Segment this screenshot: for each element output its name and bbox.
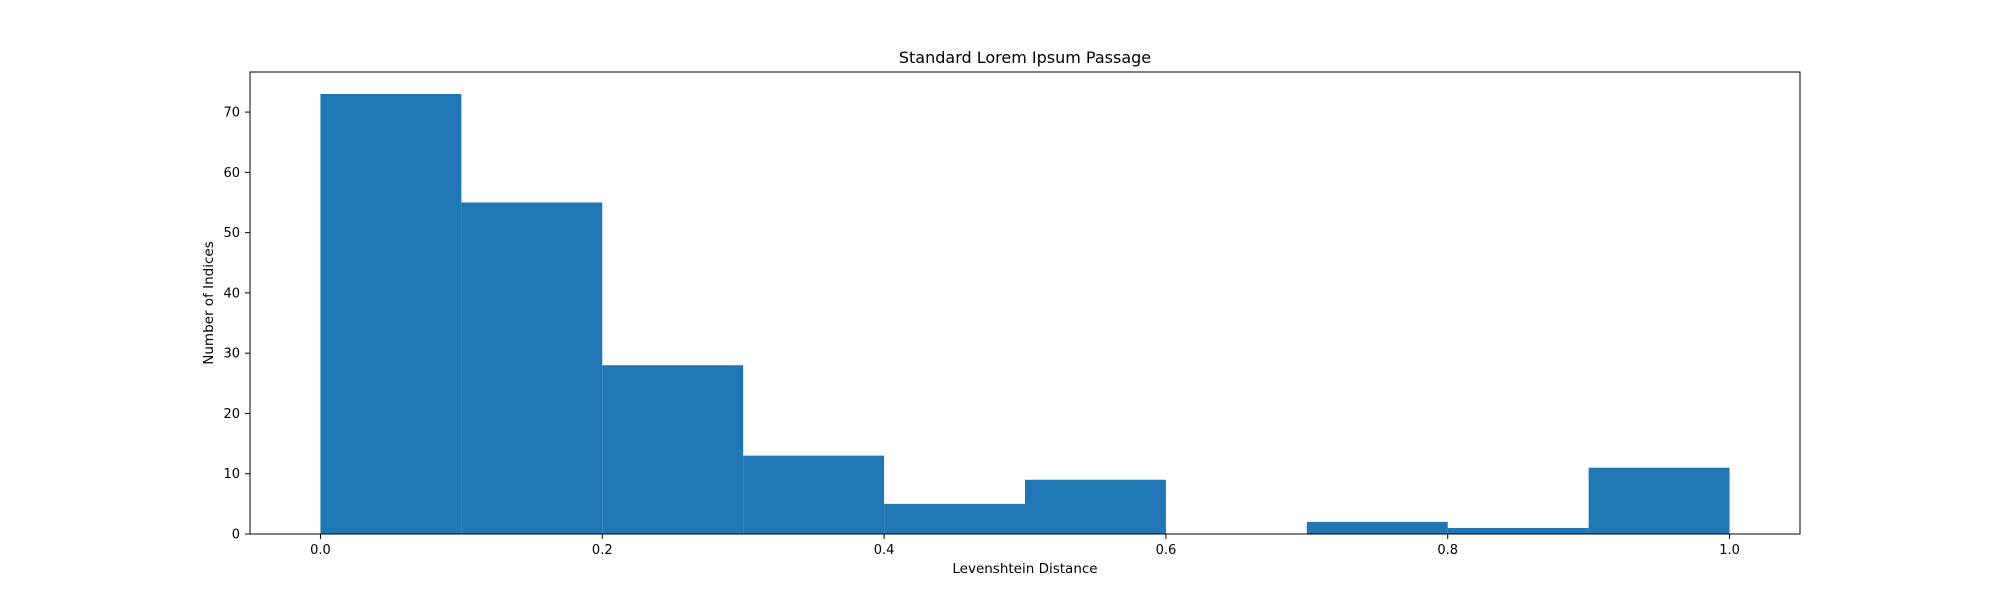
histogram-bar-9 [1588,467,1730,534]
x-axis-ticks: 0.0 0.2 0.4 0.6 0.8 1.0 [310,534,1740,558]
histogram-bar-1 [461,202,603,534]
histogram-bar-2 [602,365,744,534]
histogram-bar-5 [1025,479,1166,534]
x-tick-label: 0.2 [592,543,613,558]
y-axis-ticks: 0 10 20 30 40 50 60 70 [223,106,250,543]
histogram-bar-7 [1306,521,1448,534]
bar-group [320,94,1730,534]
chart-title: Standard Lorem Ipsum Passage [899,48,1151,67]
y-tick-label: 0 [232,528,240,543]
y-axis-label: Number of Indices [201,241,217,364]
histogram-bar-3 [743,455,885,534]
y-tick-label: 20 [223,407,240,422]
histogram-bar-0 [320,94,462,534]
histogram-bar-8 [1447,527,1589,534]
y-tick-label: 60 [223,166,240,181]
histogram-bar-4 [884,503,1025,534]
y-tick-label: 30 [223,347,240,362]
x-tick-label: 0.4 [874,543,895,558]
x-tick-label: 0.8 [1437,543,1458,558]
y-tick-label: 10 [223,467,240,482]
y-tick-label: 70 [223,106,240,121]
x-tick-label: 1.0 [1719,543,1740,558]
y-tick-label: 40 [223,286,240,301]
x-tick-label: 0.0 [310,543,331,558]
plot-frame [249,71,1801,535]
x-tick-label: 0.6 [1156,543,1177,558]
x-axis-label: Levenshtein Distance [952,561,1097,577]
y-tick-label: 50 [223,226,240,241]
